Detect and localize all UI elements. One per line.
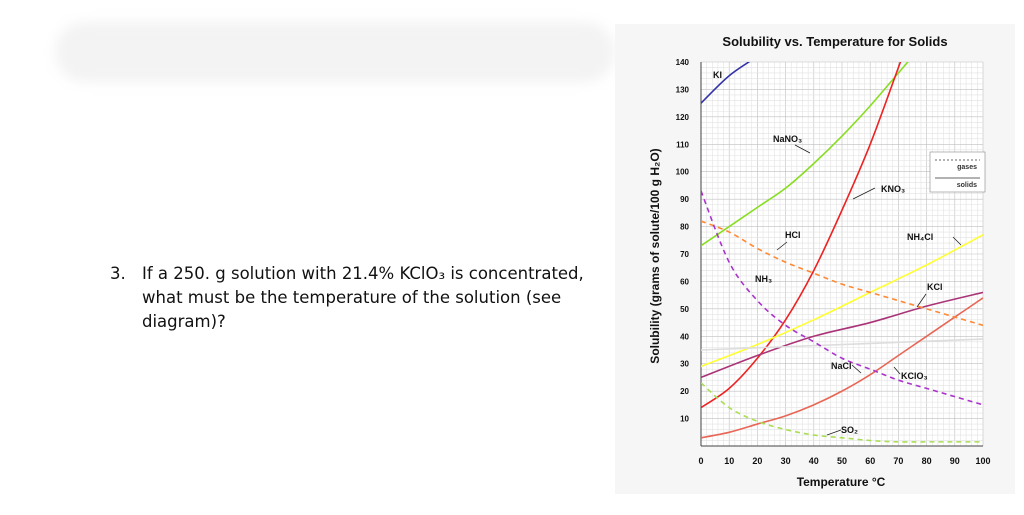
x-tick-label: 70	[893, 456, 903, 466]
series-label-leader	[794, 144, 811, 154]
series-label: KClO₃	[901, 371, 928, 381]
x-tick-label: 80	[922, 456, 932, 466]
series-label-leader	[916, 293, 927, 308]
series-label-leader	[952, 236, 962, 246]
y-tick-label: 90	[680, 195, 689, 204]
legend-box	[929, 151, 986, 193]
series-label: KI	[713, 70, 722, 80]
series-line-NaNO₃	[701, 62, 909, 247]
y-tick-label: 40	[680, 332, 689, 341]
series-line-NaCl	[701, 338, 983, 351]
chart-legend: gases solids	[929, 151, 986, 193]
y-tick-label: 30	[680, 360, 689, 369]
series-line-KCl	[701, 291, 983, 379]
y-tick-label: 110	[676, 140, 689, 149]
series-label-leader	[852, 187, 876, 200]
y-tick-label: 120	[676, 113, 690, 122]
question-number: 3.	[110, 264, 126, 283]
series-label-leader	[826, 429, 842, 436]
x-tick-label: 40	[809, 456, 819, 466]
series-line-SO₂	[701, 382, 983, 443]
question-block: 3. If a 250. g solution with 21.4% KClO₃…	[110, 262, 610, 334]
series-label-leader	[851, 364, 862, 374]
y-tick-label: 20	[680, 387, 689, 396]
series-label: SO₂	[841, 425, 858, 435]
y-tick-label: 130	[676, 85, 690, 94]
chart-series	[701, 62, 983, 443]
chart-title: Solubility vs. Temperature for Solids	[722, 34, 947, 49]
y-tick-label: 100	[676, 168, 690, 177]
y-tick-label: 60	[680, 277, 689, 286]
legend-label: solids	[957, 182, 977, 189]
y-tick-label: 70	[680, 250, 689, 259]
series-label: NaNO₃	[773, 134, 802, 144]
x-tick-label: 90	[950, 456, 960, 466]
x-tick-label: 10	[724, 456, 734, 466]
chart-x-axis-label: Temperature °C	[797, 475, 886, 489]
question-text: If a 250. g solution with 21.4% KClO₃ is…	[142, 264, 584, 331]
legend-label: gases	[957, 164, 977, 171]
series-label-leader	[776, 241, 788, 251]
series-line-HCl	[701, 220, 983, 327]
series-label: NH₄Cl	[907, 232, 933, 242]
chart-y-axis-label: Solubility (grams of solute/100 g H₂O)	[648, 148, 662, 363]
x-tick-label: 100	[975, 456, 990, 466]
series-label-leader	[893, 366, 901, 375]
y-tick-label: 80	[680, 223, 689, 232]
chart-grid	[700, 61, 984, 447]
y-tick-label: 10	[680, 415, 689, 424]
x-tick-label: 20	[752, 456, 762, 466]
chart-series-labels: KI NaNO₃ KNO₃ HCl NH₄Cl NH₃ KCl NaCl KClO₃ SO₂	[713, 70, 962, 436]
series-label: NaCl	[831, 361, 852, 371]
series-line-NH₄Cl	[701, 234, 983, 368]
series-label: NH₃	[755, 274, 772, 284]
series-label: KNO₃	[881, 184, 905, 194]
series-line-KNO₃	[701, 62, 902, 409]
y-tick-label: 140	[676, 58, 690, 67]
series-line-NH₃	[701, 190, 983, 406]
y-tick-label: 50	[680, 305, 689, 314]
series-line-KI	[701, 62, 751, 104]
chart-axes: 0 10 20 30 40 50 60 70 80 90 100 10 20 30 40 50 60 70 80 90…	[676, 58, 991, 466]
x-tick-label: 60	[865, 456, 875, 466]
chart-svg: Solubility vs. Temperature for Solids So…	[648, 34, 991, 489]
series-label: KCl	[927, 282, 943, 292]
series-line-KClO₃	[701, 297, 983, 439]
solubility-chart: Solubility vs. Temperature for Solids So…	[615, 24, 1015, 494]
x-tick-label: 50	[837, 456, 847, 466]
x-tick-label: 0	[698, 456, 703, 466]
blurred-header-band	[55, 22, 615, 82]
x-tick-label: 30	[781, 456, 791, 466]
series-label: HCl	[785, 230, 801, 240]
